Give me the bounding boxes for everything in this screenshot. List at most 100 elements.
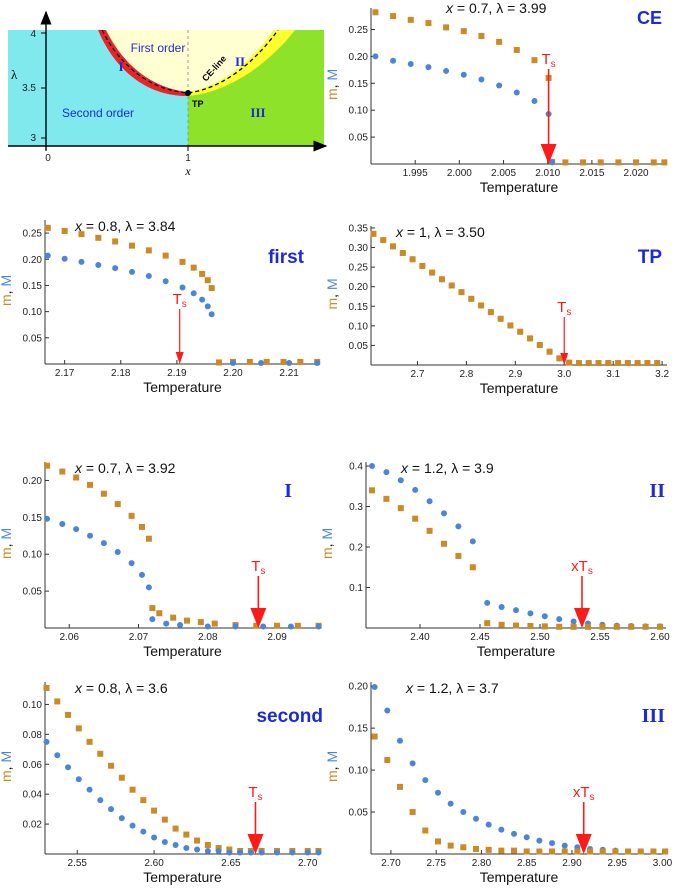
point-m bbox=[429, 269, 436, 276]
point-M bbox=[469, 538, 476, 545]
point-m bbox=[263, 358, 270, 365]
point-m bbox=[59, 468, 66, 475]
point-m bbox=[172, 825, 179, 832]
params-text: x = 0.7, λ = 3.99 bbox=[445, 0, 547, 16]
point-M bbox=[371, 684, 378, 691]
ts-arrow-head bbox=[250, 608, 267, 628]
panel-I: 2.06 2.07 2.08 2.09 0.05 0.10 0.15 0.20 Temperat… bbox=[0, 460, 322, 659]
point-M bbox=[128, 268, 135, 275]
phase-diagram: 3 3.5 4 0 1 x λ First order Second order… bbox=[8, 10, 328, 178]
series-M bbox=[369, 463, 663, 630]
params-text: x = 0.8, λ = 3.6 bbox=[74, 680, 168, 696]
pd-xtick-label: 0 bbox=[45, 153, 51, 164]
panel-label: I bbox=[284, 480, 292, 502]
point-M bbox=[523, 834, 530, 841]
tp-point bbox=[185, 90, 191, 96]
ts-arrow-head bbox=[574, 608, 590, 628]
point-m bbox=[615, 360, 622, 367]
point-M bbox=[422, 777, 429, 784]
ts-label: Ts bbox=[542, 51, 556, 70]
y-tick-label: 0.04 bbox=[23, 790, 43, 801]
point-m bbox=[624, 360, 631, 367]
point-m bbox=[409, 809, 416, 816]
x-tick-label: 2.21 bbox=[279, 368, 299, 379]
point-m bbox=[661, 159, 668, 166]
point-m bbox=[599, 623, 606, 630]
point-M bbox=[199, 296, 206, 303]
x-tick-label: 3.1 bbox=[606, 369, 620, 380]
x-tick-label: 2.85 bbox=[517, 858, 537, 869]
panel-II: 2.40 2.45 2.50 2.55 2.60 0.1 0.2 0.3 0.4 Temperat… bbox=[319, 460, 670, 659]
point-m bbox=[536, 848, 543, 855]
point-M bbox=[87, 532, 94, 539]
y-tick-label: 0.15 bbox=[349, 79, 369, 90]
point-m bbox=[426, 527, 433, 534]
ts-marker: Ts bbox=[557, 299, 571, 365]
x-tick-label: 2.8 bbox=[459, 369, 473, 380]
point-m bbox=[597, 159, 604, 166]
x-tick-label: 2.005 bbox=[491, 168, 516, 179]
point-m bbox=[156, 610, 163, 617]
point-M bbox=[527, 610, 534, 617]
point-m bbox=[612, 848, 619, 855]
point-M bbox=[485, 821, 492, 828]
ts-label: Ts bbox=[251, 558, 265, 577]
point-M bbox=[194, 846, 201, 853]
point-m bbox=[556, 623, 563, 630]
point-M bbox=[460, 809, 467, 816]
point-M bbox=[549, 840, 556, 847]
point-m bbox=[87, 481, 94, 488]
point-M bbox=[149, 616, 156, 623]
point-M bbox=[287, 623, 294, 630]
x-tick-label: 2.010 bbox=[535, 168, 560, 179]
y-tick-label: 0.10 bbox=[349, 766, 369, 777]
x-tick-label: 2.9 bbox=[508, 369, 522, 380]
x-tick-label: 2.7 bbox=[411, 369, 425, 380]
point-m bbox=[498, 847, 505, 854]
y-tick-label: 0.05 bbox=[349, 133, 369, 144]
point-m bbox=[511, 847, 518, 854]
y-tick-label: 0.06 bbox=[23, 760, 43, 771]
x-tick-label: 2.75 bbox=[426, 858, 446, 869]
point-M bbox=[412, 486, 419, 493]
y-tick-label: 0.10 bbox=[349, 321, 369, 332]
point-m bbox=[112, 238, 119, 245]
point-M bbox=[232, 623, 239, 630]
series-m bbox=[44, 224, 321, 366]
x-tick-label: 2.55 bbox=[590, 632, 610, 643]
y-tick-label: 0.15 bbox=[23, 513, 43, 524]
point-M bbox=[128, 560, 135, 567]
x-tick-label: 2.18 bbox=[111, 368, 131, 379]
point-m bbox=[566, 359, 573, 366]
point-m bbox=[615, 159, 622, 166]
point-M bbox=[304, 849, 311, 856]
point-m bbox=[507, 322, 514, 329]
point-M bbox=[549, 159, 556, 166]
point-m bbox=[197, 619, 204, 626]
point-m bbox=[149, 605, 156, 612]
point-m bbox=[253, 622, 260, 629]
y-tick-label: 0.1 bbox=[349, 583, 363, 594]
point-m bbox=[595, 360, 602, 367]
point-M bbox=[237, 849, 244, 856]
point-m bbox=[425, 20, 432, 27]
point-M bbox=[208, 311, 215, 318]
point-m bbox=[634, 360, 641, 367]
x-tick-label: 2.020 bbox=[624, 168, 649, 179]
point-m bbox=[637, 848, 644, 855]
y-tick-label: 0.30 bbox=[349, 243, 369, 254]
point-m bbox=[517, 328, 524, 335]
point-m bbox=[44, 224, 51, 231]
panel-label: TP bbox=[638, 247, 663, 268]
point-m bbox=[151, 807, 158, 814]
point-m bbox=[138, 523, 145, 530]
point-M bbox=[498, 826, 505, 833]
point-m bbox=[246, 358, 253, 365]
panel-label: first bbox=[268, 247, 305, 268]
point-m bbox=[86, 738, 93, 745]
point-m bbox=[204, 277, 211, 284]
point-m bbox=[43, 684, 50, 691]
y-tick-label: 0.15 bbox=[23, 281, 43, 292]
